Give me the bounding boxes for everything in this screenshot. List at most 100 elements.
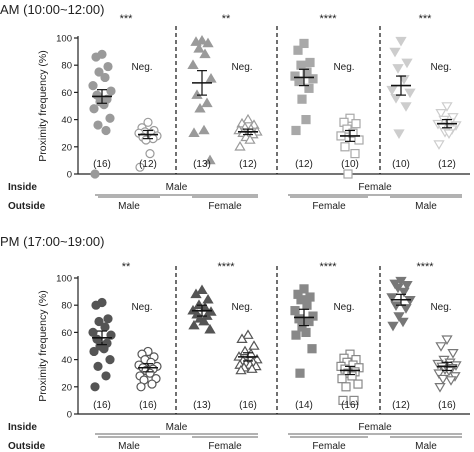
neg-data-point: [141, 135, 151, 145]
outside-group-label: Female: [312, 441, 346, 452]
significance-label: ****: [416, 261, 434, 273]
data-point: [308, 74, 318, 84]
y-tick-label: 0: [67, 170, 72, 181]
data-point: [296, 295, 306, 305]
y-tick-label: 40: [61, 115, 72, 126]
neg-label: Neg.: [131, 302, 152, 313]
data-point: [201, 97, 213, 108]
data-point: [205, 73, 217, 83]
data-point: [91, 300, 101, 310]
sample-size-label: (16): [93, 400, 111, 411]
data-point: [198, 315, 210, 326]
significance-label: ****: [319, 13, 337, 25]
y-tick-label: 20: [61, 142, 72, 153]
data-point: [99, 344, 109, 354]
y-tick-label: 100: [56, 34, 72, 45]
inside-group-label: Female: [358, 182, 392, 193]
neg-data-point: [248, 340, 260, 350]
data-point: [193, 43, 205, 53]
data-point: [404, 88, 416, 99]
sample-size-label: (16): [239, 400, 257, 411]
data-point: [91, 52, 101, 62]
data-point: [304, 83, 314, 93]
data-point: [204, 154, 216, 165]
outside-group-label: Male: [118, 201, 140, 212]
data-point: [202, 293, 214, 304]
neg-data-point: [351, 119, 361, 129]
neg-data-point: [441, 335, 453, 345]
data-point: [395, 36, 407, 47]
neg-data-point: [337, 374, 347, 384]
data-point: [299, 38, 309, 49]
sample-size-label: (12): [239, 159, 257, 170]
data-point: [393, 312, 405, 322]
neg-data-point: [441, 102, 453, 112]
data-point: [389, 47, 401, 58]
y-tick-label: 20: [61, 382, 72, 393]
data-point: [196, 34, 208, 45]
data-point: [190, 36, 202, 46]
data-point: [294, 76, 304, 87]
sample-size-label: (16): [341, 400, 359, 411]
y-tick-label: 100: [56, 274, 72, 285]
inside-group-label: Female: [358, 422, 392, 433]
data-point: [202, 37, 214, 48]
data-point: [187, 59, 199, 70]
data-point: [302, 67, 312, 77]
neg-label: Neg.: [231, 302, 252, 313]
data-point: [387, 321, 399, 332]
data-point: [398, 287, 410, 298]
neg-data-point: [447, 349, 459, 359]
data-point: [101, 125, 111, 136]
data-point: [88, 80, 98, 91]
neg-data-point: [349, 395, 359, 405]
data-point: [392, 64, 404, 74]
y-tick-label: 0: [67, 410, 72, 421]
neg-data-point: [435, 342, 447, 352]
data-point: [88, 327, 98, 337]
neg-data-point: [343, 169, 353, 179]
data-point: [190, 288, 202, 299]
sample-size-label: (14): [295, 400, 313, 411]
outside-row-label: Outside: [8, 201, 46, 212]
neg-label: Neg.: [333, 302, 354, 313]
data-point: [290, 306, 300, 316]
neg-data-point: [447, 113, 459, 123]
sample-size-label: (12): [139, 159, 157, 170]
data-point: [307, 344, 317, 354]
neg-data-point: [244, 134, 256, 144]
data-point: [199, 48, 211, 59]
neg-data-point: [236, 333, 248, 343]
neg-label: Neg.: [333, 62, 354, 73]
data-point: [393, 129, 405, 139]
y-tick-label: 60: [61, 88, 72, 99]
neg-data-point: [443, 129, 455, 139]
sample-size-label: (16): [438, 400, 456, 411]
data-point: [99, 100, 109, 110]
data-point: [105, 355, 115, 365]
neg-data-point: [341, 382, 351, 392]
outside-group-label: Male: [118, 441, 140, 452]
inside-row-label: Inside: [8, 422, 37, 433]
data-point: [193, 299, 205, 309]
data-point: [90, 382, 100, 392]
data-point: [305, 292, 315, 302]
data-point: [291, 125, 301, 136]
sample-size-label: (16): [93, 159, 111, 170]
neg-data-point: [433, 140, 445, 150]
inside-group-label: Male: [166, 422, 188, 433]
neg-data-point: [242, 113, 254, 124]
data-point: [390, 301, 402, 311]
data-point: [93, 361, 103, 371]
y-axis-label: Proximity frequency (%): [37, 50, 49, 161]
data-point: [188, 127, 200, 137]
neg-data-point: [234, 141, 246, 151]
data-point: [397, 317, 409, 328]
neg-data-point: [338, 395, 348, 405]
data-point: [198, 124, 210, 135]
inside-group-label: Male: [166, 182, 188, 193]
sample-size-label: (10): [341, 159, 359, 170]
data-point: [100, 322, 110, 332]
data-point: [191, 89, 203, 99]
